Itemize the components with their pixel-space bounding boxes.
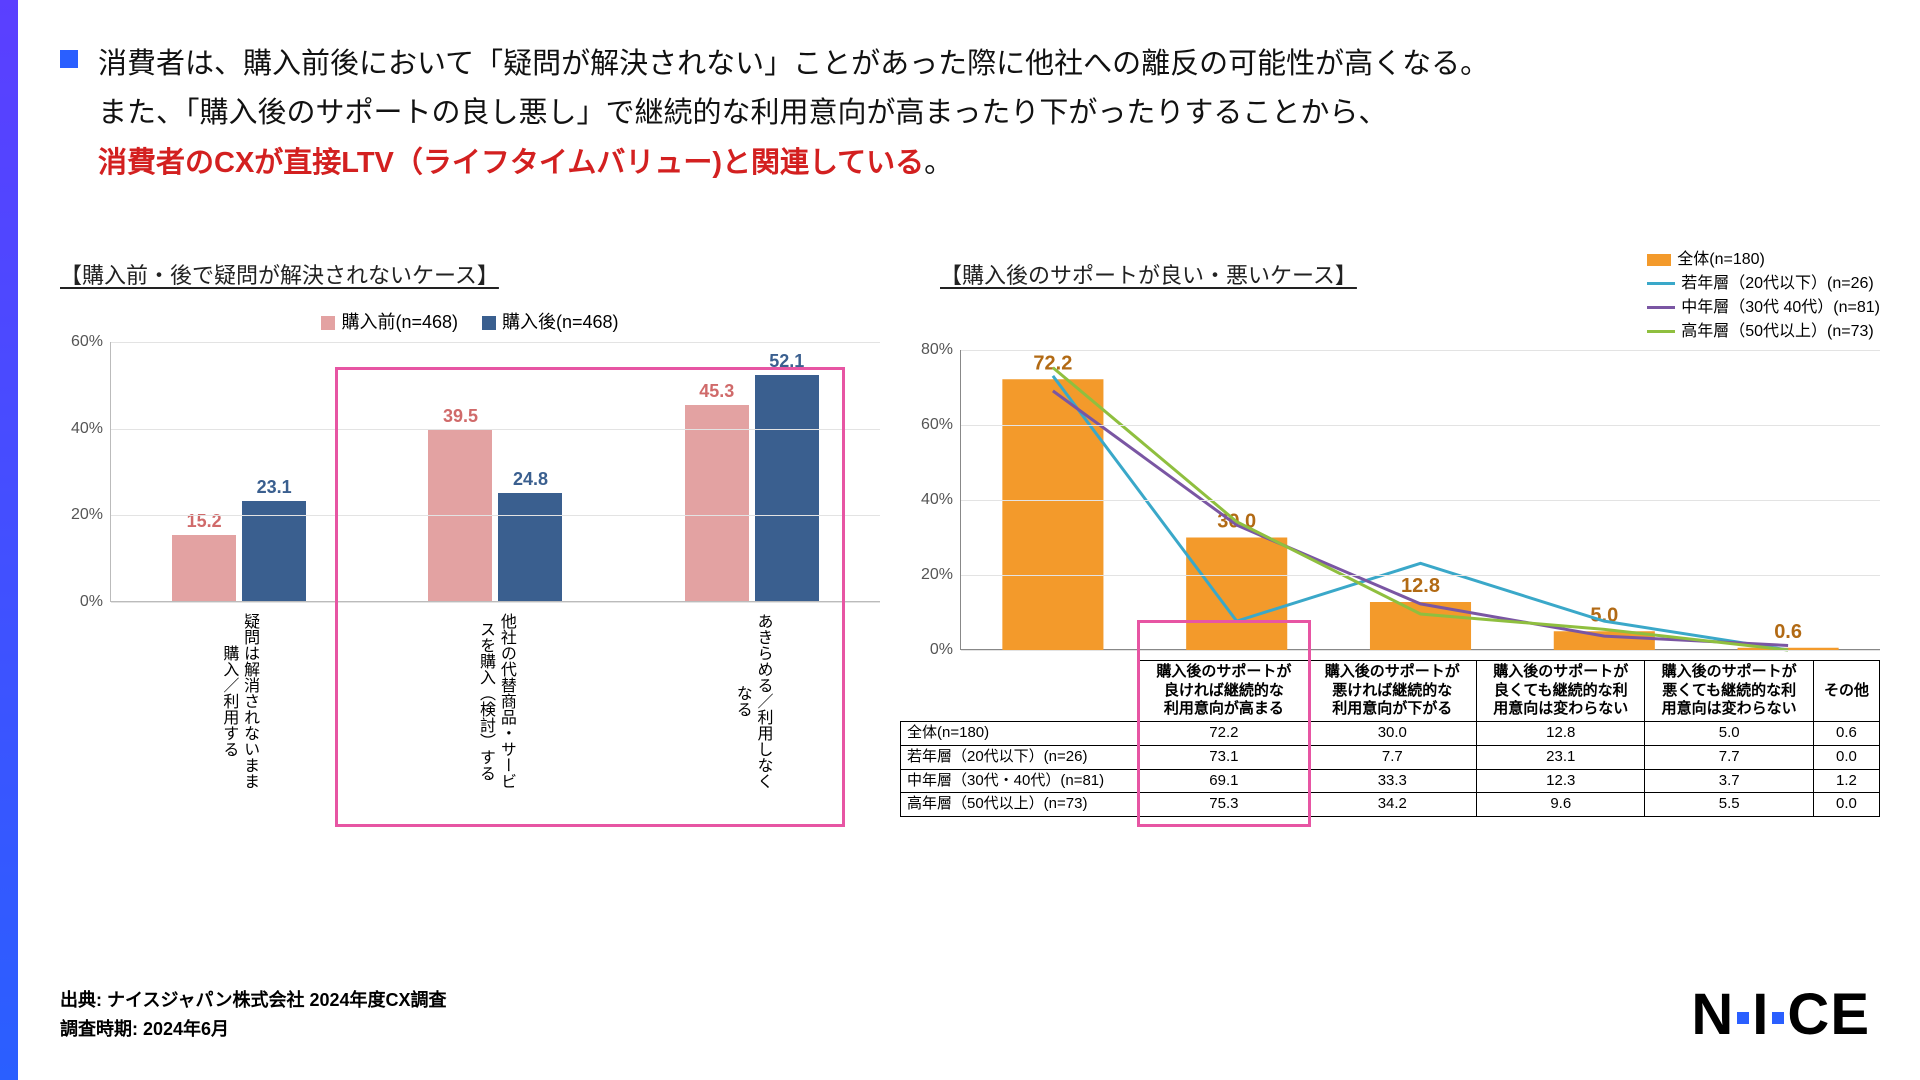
right-table-wrap: 購入後のサポートが良ければ継続的な利用意向が高まる購入後のサポートが悪ければ継続… — [900, 660, 1880, 817]
y-tick-label: 60% — [921, 416, 953, 434]
bar: 15.2 — [172, 535, 236, 601]
table-col-header: 購入後のサポートが悪くても継続的な利用意向は変わらない — [1645, 660, 1813, 721]
table-cell: 69.1 — [1140, 769, 1308, 793]
left-bar-area: 0%20%40%60% 15.223.139.524.845.352.1 — [110, 342, 880, 602]
legend-item: 購入後(n=468) — [482, 308, 619, 334]
legend-item: 中年層（30代 40代）(n=81) — [1647, 296, 1880, 320]
category-label: あきらめる／利用しなく なる — [623, 602, 880, 792]
left-chart-title: 【購入前・後で疑問が解決されないケース】 — [60, 258, 880, 290]
table-row: 中年層（30代・40代）(n=81)69.133.312.33.71.2 — [901, 769, 1880, 793]
row-header: 中年層（30代・40代）(n=81) — [901, 769, 1140, 793]
left-accent-bar — [0, 0, 18, 1080]
table-cell: 1.2 — [1813, 769, 1879, 793]
headline-text: 消費者は、購入前後において「疑問が解決されない」ことがあった際に他社への離反の可… — [98, 40, 1489, 188]
table-cell: 7.7 — [1308, 745, 1476, 769]
bar-value-label: 0.6 — [1774, 621, 1802, 643]
logo-c: C — [1787, 982, 1830, 1047]
charts-row: 【購入前・後で疑問が解決されないケース】 購入前(n=468) 購入後(n=468… — [60, 258, 1880, 817]
table-cell: 33.3 — [1308, 769, 1476, 793]
row-header: 全体(n=180) — [901, 722, 1140, 746]
legend-item: 購入前(n=468) — [321, 308, 458, 334]
y-tick-label: 40% — [71, 420, 103, 438]
legend-item: 若年層（20代以下）(n=26) — [1647, 272, 1880, 296]
category-label: 疑問は解消されないまま 購入／利用する — [110, 602, 367, 792]
right-chart: 【購入後のサポートが良い・悪いケース】 全体(n=180)若年層（20代以下）(… — [900, 258, 1880, 817]
legend-item: 全体(n=180) — [1647, 248, 1880, 272]
table-col-header: 購入後のサポートが悪ければ継続的な利用意向が下がる — [1308, 660, 1476, 721]
table-cell: 12.8 — [1477, 722, 1645, 746]
table-col-header: その他 — [1813, 660, 1879, 721]
table-cell: 0.0 — [1813, 793, 1879, 817]
y-tick-label: 20% — [921, 566, 953, 584]
table-cell: 34.2 — [1308, 793, 1476, 817]
y-tick-label: 40% — [921, 491, 953, 509]
source-block: 出典: ナイスジャパン株式会社 2024年度CX調査 調査時期: 2024年6月 — [60, 986, 447, 1044]
bar-value-label: 72.2 — [1033, 352, 1072, 374]
legend-item: 高年層（50代以上）(n=73) — [1647, 320, 1880, 344]
table-cell: 23.1 — [1477, 745, 1645, 769]
bar: 24.8 — [498, 493, 562, 600]
slide-content: 消費者は、購入前後において「疑問が解決されない」ことがあった際に他社への離反の可… — [60, 40, 1880, 1050]
y-tick-label: 20% — [71, 506, 103, 524]
left-category-labels: 疑問は解消されないまま 購入／利用する他社の代替商品・サービ スを購入（検討）す… — [110, 602, 880, 792]
logo-i: I — [1752, 982, 1769, 1047]
table-cell: 12.3 — [1477, 769, 1645, 793]
bar: 52.1 — [755, 375, 819, 601]
table-cell: 75.3 — [1140, 793, 1308, 817]
right-table: 購入後のサポートが良ければ継続的な利用意向が高まる購入後のサポートが悪ければ継続… — [900, 660, 1880, 817]
table-cell: 30.0 — [1308, 722, 1476, 746]
bullet-icon — [60, 50, 78, 68]
source-line2: 調査時期: 2024年6月 — [60, 1015, 447, 1044]
table-row: 若年層（20代以下）(n=26)73.17.723.17.70.0 — [901, 745, 1880, 769]
y-tick-label: 80% — [921, 341, 953, 359]
headline-line1: 消費者は、購入前後において「疑問が解決されない」ことがあった際に他社への離反の可… — [98, 48, 1489, 80]
logo-dot-1 — [1737, 1012, 1749, 1024]
bar-value-label: 39.5 — [428, 406, 492, 427]
right-chart-legend: 全体(n=180)若年層（20代以下）(n=26)中年層（30代 40代）(n=… — [1647, 248, 1880, 344]
row-header: 若年層（20代以下）(n=26) — [901, 745, 1140, 769]
bar-value-label: 12.8 — [1401, 575, 1440, 597]
category-label: 他社の代替商品・サービ スを購入（検討）する — [367, 602, 624, 792]
y-tick-label: 60% — [71, 333, 103, 351]
headline-line3-red: 消費者のCXが直接LTV（ライフタイムバリュー)と関連している — [98, 147, 924, 179]
bar-group: 39.5 24.8 — [367, 342, 623, 601]
table-cell: 73.1 — [1140, 745, 1308, 769]
logo-e: E — [1830, 982, 1870, 1047]
logo-dot-2 — [1772, 1012, 1784, 1024]
y-tick-label: 0% — [80, 593, 103, 611]
table-cell: 72.2 — [1140, 722, 1308, 746]
table-row: 高年層（50代以上）(n=73)75.334.29.65.50.0 — [901, 793, 1880, 817]
row-header: 高年層（50代以上）(n=73) — [901, 793, 1140, 817]
table-cell: 5.5 — [1645, 793, 1813, 817]
bar-value-label: 23.1 — [242, 477, 306, 498]
source-line1: 出典: ナイスジャパン株式会社 2024年度CX調査 — [60, 986, 447, 1015]
left-chart: 【購入前・後で疑問が解決されないケース】 購入前(n=468) 購入後(n=468… — [60, 258, 880, 817]
table-cell: 9.6 — [1477, 793, 1645, 817]
table-cell: 0.0 — [1813, 745, 1879, 769]
bar: 45.3 — [685, 405, 749, 601]
right-chart-area: 0%20%40%60%80% 72.230.012.85.00.6 — [960, 350, 1880, 650]
bar-value-label: 24.8 — [498, 469, 562, 490]
left-chart-legend: 購入前(n=468) 購入後(n=468) — [60, 308, 880, 334]
bar-value-label: 15.2 — [172, 511, 236, 532]
bar — [1002, 379, 1103, 650]
bar-group: 15.2 23.1 — [111, 342, 367, 601]
table-cell: 7.7 — [1645, 745, 1813, 769]
bar-group: 45.352.1 — [624, 342, 880, 601]
y-tick-label: 0% — [930, 641, 953, 659]
table-cell: 5.0 — [1645, 722, 1813, 746]
bar-value-label: 45.3 — [685, 381, 749, 402]
nice-logo: NICE — [1691, 981, 1870, 1048]
table-cell: 3.7 — [1645, 769, 1813, 793]
logo-n: N — [1691, 982, 1734, 1047]
bar — [1186, 537, 1287, 650]
table-row: 全体(n=180)72.230.012.85.00.6 — [901, 722, 1880, 746]
headline-block: 消費者は、購入前後において「疑問が解決されない」ことがあった際に他社への離反の可… — [60, 40, 1880, 188]
table-col-header: 購入後のサポートが良くても継続的な利用意向は変わらない — [1477, 660, 1645, 721]
bar-value-label: 52.1 — [755, 351, 819, 372]
table-cell: 0.6 — [1813, 722, 1879, 746]
headline-line2: また、「購入後のサポートの良し悪し」で継続的な利用意向が高まったり下がったりする… — [98, 97, 1387, 129]
table-col-header: 購入後のサポートが良ければ継続的な利用意向が高まる — [1140, 660, 1308, 721]
headline-line3-tail: 。 — [924, 147, 953, 179]
